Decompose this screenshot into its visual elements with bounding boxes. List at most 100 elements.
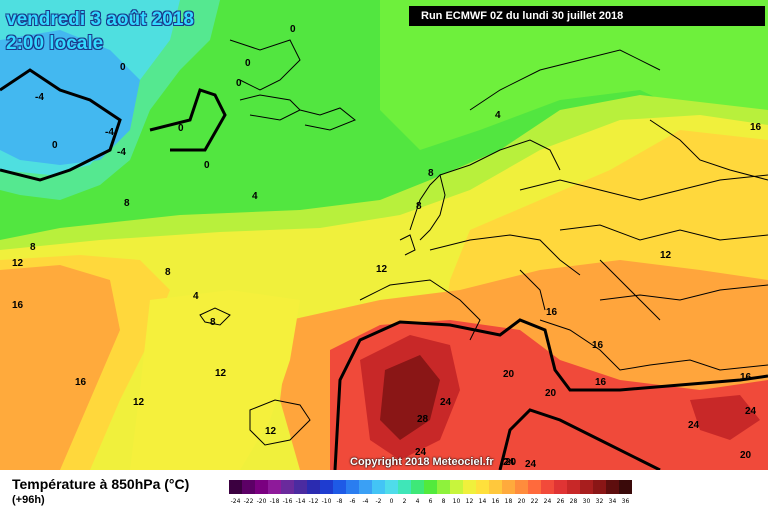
scale-label: -10 <box>321 498 332 505</box>
scale-swatch <box>411 480 424 494</box>
legend-title: Température à 850hPa (°C) <box>12 476 190 492</box>
scale-label: 30 <box>582 498 591 505</box>
scale-swatch <box>307 480 320 494</box>
isotherm-label: 16 <box>740 372 752 383</box>
scale-swatch <box>502 480 515 494</box>
isotherm-label: 0 <box>236 78 242 89</box>
scale-swatch <box>255 480 268 494</box>
isotherm-label: 12 <box>133 397 145 408</box>
isotherm-label: 0 <box>52 140 58 151</box>
scale-swatch <box>593 480 606 494</box>
scale-swatch <box>489 480 502 494</box>
scale-label: 2 <box>402 498 407 505</box>
scale-swatch <box>346 480 359 494</box>
scale-label: -24 <box>230 498 241 505</box>
scale-swatch <box>515 480 528 494</box>
isotherm-label: 4 <box>193 291 199 302</box>
scale-label: 16 <box>491 498 500 505</box>
scale-label: -14 <box>295 498 306 505</box>
isotherm-label: 12 <box>215 368 227 379</box>
isotherm-label: 16 <box>12 300 24 311</box>
isotherm-label: 20 <box>505 457 517 468</box>
isotherm-label: 24 <box>525 459 537 470</box>
scale-label: -20 <box>256 498 267 505</box>
isotherm-label: 8 <box>165 267 171 278</box>
zone-yellow-atlantic <box>130 290 300 470</box>
scale-label: -8 <box>336 498 343 505</box>
isotherm-label: 0 <box>120 62 126 73</box>
scale-label: 22 <box>530 498 539 505</box>
legend-subtitle: (+96h) <box>12 494 45 506</box>
scale-label: -16 <box>282 498 293 505</box>
scale-label: 34 <box>608 498 617 505</box>
zone-darkred-east <box>690 395 760 440</box>
isotherm-label: 16 <box>592 340 604 351</box>
isotherm-label: 4 <box>495 110 501 121</box>
scale-label: 0 <box>389 498 394 505</box>
scale-swatch <box>554 480 567 494</box>
scale-swatch <box>294 480 307 494</box>
scale-swatch <box>424 480 437 494</box>
scale-label: 10 <box>452 498 461 505</box>
scale-swatch <box>281 480 294 494</box>
scale-label: 36 <box>621 498 630 505</box>
scale-swatch <box>268 480 281 494</box>
isotherm-label: 12 <box>12 258 24 269</box>
scale-label: 14 <box>478 498 487 505</box>
scale-swatch <box>320 480 333 494</box>
isotherm-label: 8 <box>124 198 130 209</box>
scale-label: -6 <box>349 498 356 505</box>
isotherm-label: -4 <box>117 147 126 158</box>
scale-label: -4 <box>362 498 369 505</box>
scale-swatch <box>437 480 450 494</box>
forecast-date: vendredi 3 août 2018 <box>6 9 194 30</box>
scale-label: -2 <box>375 498 382 505</box>
temperature-map: 0 0 0 0 0 0 0 -4 -4 -4 4 4 4 8 8 8 8 8 8 12 12 12 12 12 12 16 16 16… <box>0 0 768 470</box>
forecast-time: 2:00 locale <box>6 33 104 54</box>
zone-darkest <box>380 355 440 440</box>
isotherm-label: 16 <box>750 122 762 133</box>
scale-swatch <box>528 480 541 494</box>
scale-swatch <box>385 480 398 494</box>
isotherm-label: 0 <box>290 24 296 35</box>
scale-label: 32 <box>595 498 604 505</box>
scale-label: -22 <box>243 498 254 505</box>
scale-label: 12 <box>465 498 474 505</box>
scale-label: 18 <box>504 498 513 505</box>
isotherm-label: -4 <box>35 92 44 103</box>
scale-swatch <box>580 480 593 494</box>
isotherm-label: 8 <box>428 168 434 179</box>
isotherm-label: 4 <box>252 191 258 202</box>
isotherm-label: 20 <box>545 388 557 399</box>
scale-label: 28 <box>569 498 578 505</box>
isotherm-label: 24 <box>415 447 427 458</box>
scale-label: 8 <box>441 498 446 505</box>
isotherm-label: 24 <box>503 457 515 468</box>
scale-swatch <box>229 480 242 494</box>
scale-label: 24 <box>543 498 552 505</box>
zone-blue <box>0 30 140 165</box>
scale-label: 6 <box>428 498 433 505</box>
scale-swatch <box>398 480 411 494</box>
scale-swatch <box>476 480 489 494</box>
isotherm-label: 24 <box>440 397 452 408</box>
color-scale <box>229 480 632 494</box>
scale-label: 26 <box>556 498 565 505</box>
zone-lightgreen-north <box>380 0 768 150</box>
scale-swatch <box>450 480 463 494</box>
scale-swatch <box>372 480 385 494</box>
isotherm-label: 8 <box>30 242 36 253</box>
scale-swatch <box>619 480 632 494</box>
isotherm-label: 0 <box>204 160 210 171</box>
isotherm-label: 12 <box>660 250 672 261</box>
isotherm-label: 16 <box>546 307 558 318</box>
scale-swatch <box>606 480 619 494</box>
isotherm-label: 16 <box>75 377 87 388</box>
run-info: Run ECMWF 0Z du lundi 30 juillet 2018 <box>409 6 765 26</box>
isotherm-label: 12 <box>265 426 277 437</box>
scale-label: -18 <box>269 498 280 505</box>
color-scale-labels: -24 -22 -20 -18 -16 -14 -12 -10 -8 -6 -4 -2 0 2 4 6 8 10 1… <box>229 498 632 505</box>
isotherm-label: 16 <box>595 377 607 388</box>
scale-label: 4 <box>415 498 420 505</box>
scale-swatch <box>567 480 580 494</box>
